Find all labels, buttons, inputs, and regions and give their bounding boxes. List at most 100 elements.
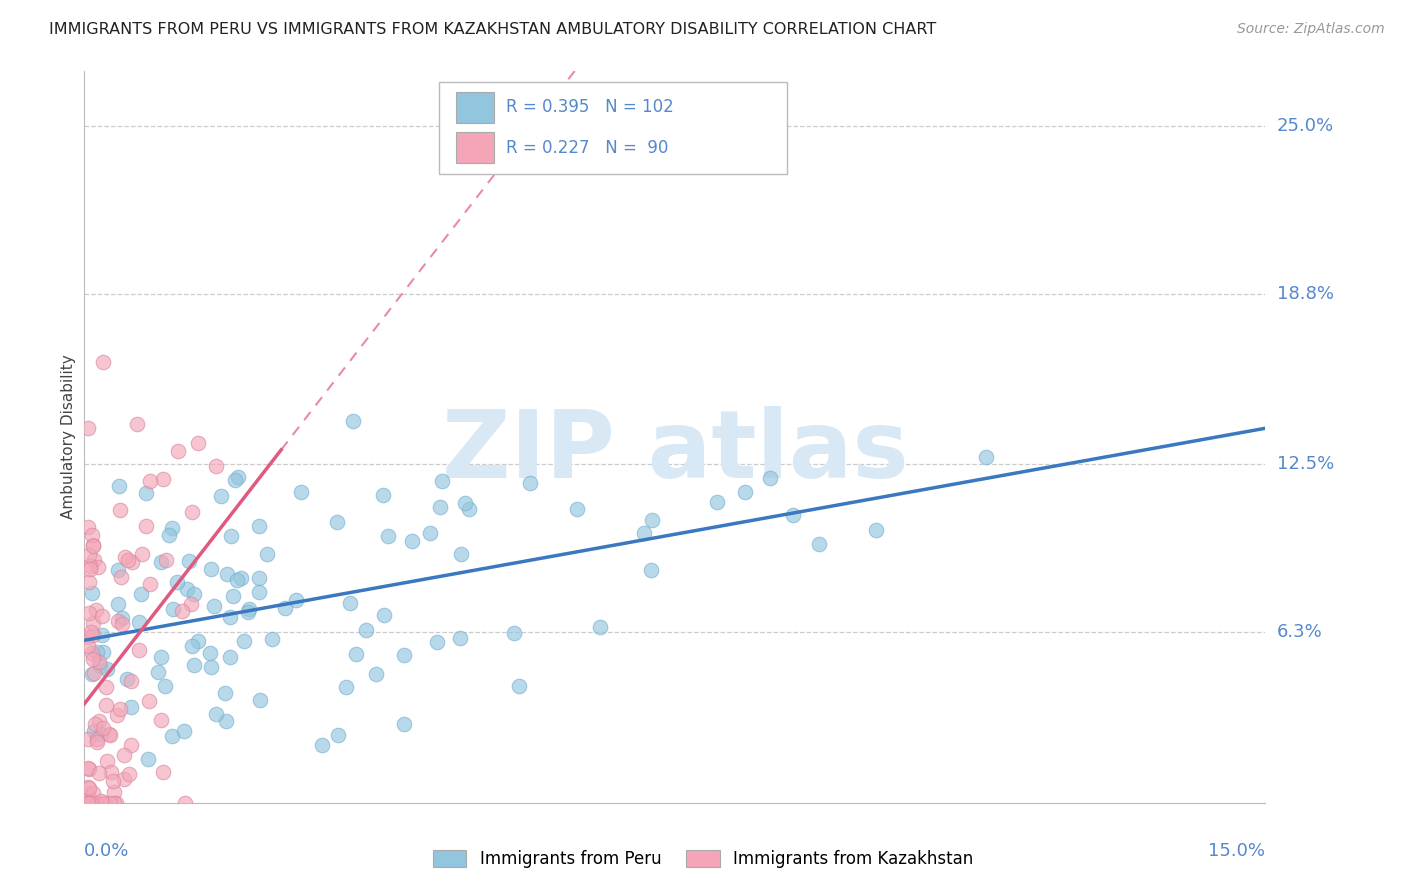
Point xyxy=(198,646,221,660)
Point xyxy=(77,575,100,590)
Point xyxy=(98,726,121,740)
Point xyxy=(136,752,159,766)
Point xyxy=(224,473,246,487)
Point xyxy=(82,586,104,600)
Point xyxy=(205,458,228,473)
Point xyxy=(392,717,415,731)
Point xyxy=(93,796,115,810)
Point xyxy=(77,607,100,621)
Point xyxy=(108,479,131,493)
Point xyxy=(218,650,240,665)
Point xyxy=(86,732,108,747)
Point xyxy=(519,476,541,491)
Point xyxy=(214,685,236,699)
Point xyxy=(174,796,197,810)
Point xyxy=(96,662,118,676)
Point xyxy=(226,470,249,484)
FancyBboxPatch shape xyxy=(457,132,494,163)
Point xyxy=(215,566,238,581)
Point xyxy=(167,444,190,458)
Point xyxy=(86,735,108,749)
Point xyxy=(112,748,135,763)
Point xyxy=(149,650,172,665)
Text: IMMIGRANTS FROM PERU VS IMMIGRANTS FROM KAZAKHSTAN AMBULATORY DISABILITY CORRELA: IMMIGRANTS FROM PERU VS IMMIGRANTS FROM … xyxy=(49,22,936,37)
Point xyxy=(160,729,183,743)
Point xyxy=(82,646,104,660)
Point xyxy=(430,474,453,488)
Point xyxy=(172,604,194,618)
Point xyxy=(153,679,176,693)
Point xyxy=(155,553,177,567)
Point xyxy=(183,587,205,601)
Point xyxy=(285,592,308,607)
Point xyxy=(865,523,887,537)
Point xyxy=(87,714,110,728)
Point xyxy=(120,674,142,689)
Point xyxy=(176,582,198,597)
FancyBboxPatch shape xyxy=(439,82,787,174)
Point xyxy=(83,553,105,567)
Point xyxy=(734,484,756,499)
Point xyxy=(91,628,114,642)
Point xyxy=(111,617,134,632)
Point xyxy=(290,484,312,499)
Point xyxy=(77,763,100,777)
Point xyxy=(120,738,142,752)
Point xyxy=(83,717,105,731)
Point xyxy=(100,764,122,779)
Point xyxy=(110,570,132,584)
Point xyxy=(419,525,441,540)
Point xyxy=(120,700,142,714)
Point xyxy=(225,574,247,588)
Point xyxy=(100,728,122,742)
Point xyxy=(79,561,101,575)
Point xyxy=(209,489,232,503)
Point xyxy=(110,503,132,517)
Point xyxy=(219,529,242,543)
Point xyxy=(187,634,209,648)
Point xyxy=(138,474,160,488)
Text: R = 0.227   N =  90: R = 0.227 N = 90 xyxy=(506,139,668,157)
Point xyxy=(98,796,121,810)
Point xyxy=(103,796,125,810)
Point xyxy=(79,548,101,562)
Point xyxy=(160,521,183,535)
Point xyxy=(354,623,377,637)
Point xyxy=(180,597,202,611)
Point xyxy=(129,587,152,601)
Point xyxy=(89,658,111,673)
Point xyxy=(77,630,100,644)
Point xyxy=(249,693,271,707)
Point xyxy=(107,614,129,628)
Point xyxy=(139,577,162,591)
Point xyxy=(103,785,125,799)
Legend: Immigrants from Peru, Immigrants from Kazakhstan: Immigrants from Peru, Immigrants from Ka… xyxy=(426,843,980,875)
Point xyxy=(377,529,399,543)
Point xyxy=(215,714,238,728)
Point xyxy=(91,645,114,659)
Point xyxy=(166,575,188,590)
Point xyxy=(82,539,104,553)
Point xyxy=(135,519,157,533)
Point xyxy=(706,494,728,508)
Point xyxy=(458,502,481,516)
Point xyxy=(328,728,350,742)
Text: R = 0.395   N = 102: R = 0.395 N = 102 xyxy=(506,98,673,117)
Point xyxy=(77,781,100,796)
Point xyxy=(200,660,222,674)
FancyBboxPatch shape xyxy=(457,92,494,123)
Text: 12.5%: 12.5% xyxy=(1277,455,1334,473)
Point xyxy=(429,500,451,515)
Point xyxy=(183,658,205,673)
Point xyxy=(181,639,204,653)
Point xyxy=(371,488,394,502)
Point xyxy=(77,732,100,747)
Point xyxy=(114,550,136,565)
Point xyxy=(200,562,222,576)
Point xyxy=(426,634,449,648)
Point xyxy=(758,471,780,485)
Point xyxy=(173,724,195,739)
Point xyxy=(152,764,174,779)
Point xyxy=(91,608,114,623)
Point xyxy=(118,766,141,780)
